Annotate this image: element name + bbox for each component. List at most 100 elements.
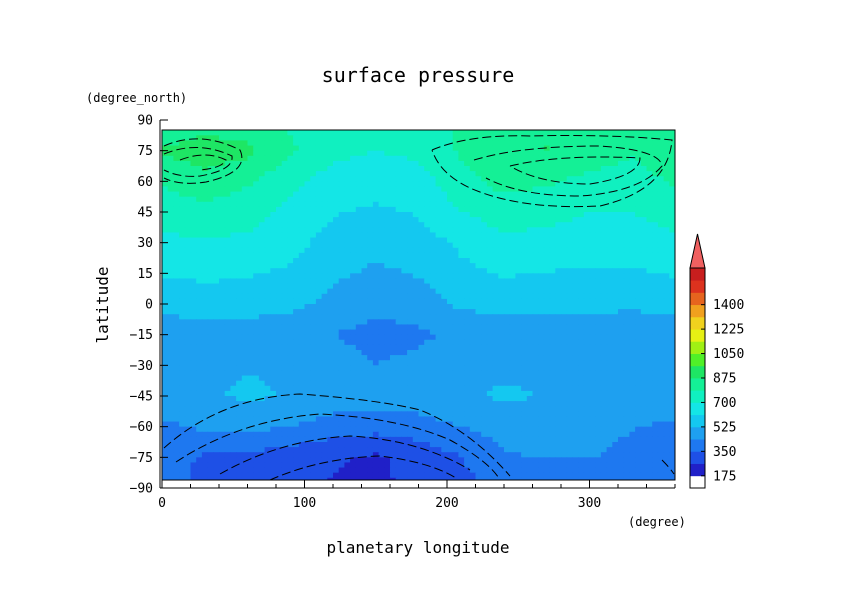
heatmap-cell [201,222,209,228]
heatmap-cell [555,217,562,223]
heatmap-cell [447,206,454,213]
heatmap-cell [167,304,174,310]
heatmap-cell [509,135,516,142]
heatmap-cell [401,166,408,172]
heatmap-cell [315,212,323,218]
heatmap-cell [412,140,420,147]
heatmap-cell [561,298,568,305]
heatmap-cell [475,360,482,366]
heatmap-cell [236,350,243,356]
heatmap-cell [629,304,636,310]
heatmap-cell [224,268,231,274]
heatmap-cell [219,242,226,249]
heatmap-cell [595,222,602,228]
heatmap-cell [635,171,642,177]
heatmap-cell [304,171,311,177]
heatmap-cell [640,344,648,351]
heatmap-cell [618,217,625,223]
heatmap-cell [213,258,220,264]
heatmap-cell [219,135,226,142]
heatmap-cell [355,135,363,142]
heatmap-cell [526,252,534,259]
heatmap-cell [315,314,323,320]
heatmap-cell [469,390,477,397]
heatmap-cell [167,278,174,285]
heatmap-cell [287,350,294,356]
heatmap-cell [224,196,231,203]
heatmap-cell [572,334,579,341]
heatmap-cell [606,390,613,397]
heatmap-cell [162,380,169,387]
heatmap-cell [515,319,522,326]
heatmap-cell [469,160,477,167]
heatmap-cell [247,237,254,244]
heatmap-cell [196,324,203,331]
heatmap-cell [669,273,675,280]
heatmap-cell [595,385,602,392]
heatmap-cell [167,232,174,239]
heatmap-cell [652,278,659,285]
heatmap-cell [378,355,385,361]
heatmap-cell [532,314,539,320]
heatmap-cell [646,360,653,366]
heatmap-cell [663,365,670,372]
heatmap-cell [526,217,534,223]
heatmap-cell [578,130,585,136]
heatmap-cell [424,350,431,356]
heatmap-cell [652,355,659,361]
heatmap-cell [304,222,311,228]
heatmap-cell [298,232,306,239]
heatmap-cell [669,258,675,264]
heatmap-cell [561,396,568,402]
heatmap-cell [652,247,659,254]
heatmap-cell [549,227,556,234]
heatmap-cell [618,242,625,249]
heatmap-cell [333,227,340,234]
heatmap-cell [555,171,562,177]
heatmap-cell [378,293,385,300]
heatmap-cell [418,344,425,351]
heatmap-cell [583,155,591,162]
heatmap-cell [361,181,368,188]
heatmap-cell [600,227,608,234]
heatmap-cell [241,247,249,254]
heatmap-cell [219,196,226,203]
heatmap-cell [304,283,311,290]
heatmap-cell [521,196,528,203]
heatmap-cell [441,355,448,361]
heatmap-cell [657,201,665,208]
heatmap-cell [298,329,306,336]
heatmap-cell [481,339,488,346]
heatmap-cell [521,166,528,172]
heatmap-cell [350,334,357,341]
heatmap-cell [179,298,186,305]
heatmap-cell [407,314,414,320]
heatmap-cell [298,298,306,305]
heatmap-cell [219,375,226,382]
heatmap-cell [367,385,374,392]
heatmap-cell [184,293,192,300]
heatmap-cell [504,237,511,244]
heatmap-cell [184,319,192,326]
heatmap-cell [207,329,214,336]
heatmap-cell [447,288,454,295]
heatmap-cell [350,237,357,244]
heatmap-cell [378,171,385,177]
heatmap-cell [561,232,568,239]
heatmap-cell [310,191,317,198]
heatmap-cell [407,217,414,223]
heatmap-cell [481,247,488,254]
heatmap-cell [469,201,477,208]
heatmap-cell [378,365,385,372]
heatmap-cell [395,196,402,203]
heatmap-cell [515,278,522,285]
heatmap-cell [447,145,454,152]
heatmap-cell [629,181,636,188]
heatmap-cell [395,309,402,315]
heatmap-cell [464,130,471,136]
heatmap-cell [486,304,494,310]
heatmap-cell [310,258,317,264]
heatmap-cell [657,365,665,372]
heatmap-cell [583,150,591,157]
heatmap-cell [646,196,653,203]
